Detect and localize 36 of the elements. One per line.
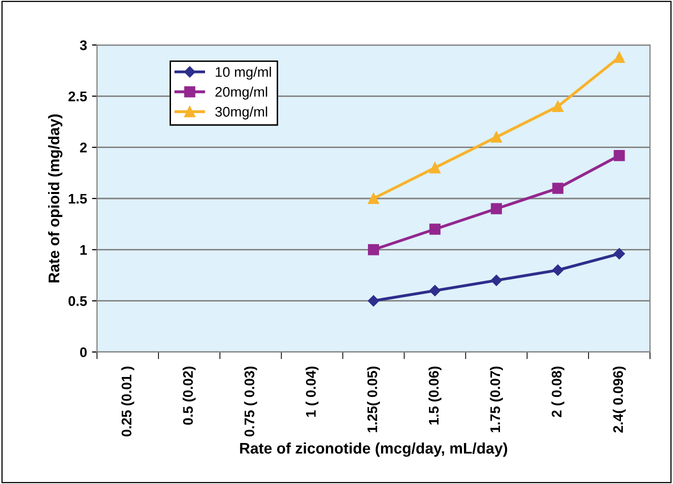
x-tick-label: 0.75 ( 0.03) — [244, 366, 258, 436]
point — [429, 224, 440, 235]
point — [490, 203, 502, 214]
point — [368, 295, 380, 306]
legend-label: 10 mg/ml — [216, 66, 271, 80]
legend-label: 30mg/ml — [215, 106, 268, 120]
x-tick-label: 2.4( 0.096) — [612, 366, 626, 433]
x-tick-label: 2 ( 0.08) — [551, 366, 564, 418]
point — [552, 182, 564, 194]
x-tick-label: 1.75 (0.07) — [490, 366, 503, 432]
x-tick-label: 1.5 (0.06) — [428, 366, 442, 424]
point — [614, 150, 625, 162]
y-tick-label: 1.5 — [68, 194, 87, 204]
point — [490, 274, 502, 286]
point — [429, 284, 441, 296]
point — [552, 264, 564, 276]
y-tick-label: 1 — [80, 245, 87, 255]
point — [368, 192, 380, 204]
x-tick-label: 0.5 (0.02) — [182, 366, 196, 425]
x-tick-label: 1.25( 0.05) — [367, 366, 380, 432]
point — [614, 248, 625, 260]
y-tick-label: 3 — [80, 40, 87, 50]
point — [429, 162, 440, 174]
y-tick-label: 0 — [80, 347, 87, 358]
x-tick-label: 0.25 (0.01 ) — [121, 366, 134, 436]
y-tick-label: 2.5 — [68, 92, 87, 102]
y-tick-label: 0.5 — [68, 296, 87, 306]
x-tick-label: 1 ( 0.04) — [306, 366, 319, 417]
legend-label: 20mg/ml — [215, 86, 268, 100]
point — [368, 244, 380, 256]
point — [490, 132, 502, 143]
y-tick-label: 2 — [80, 142, 87, 152]
point — [552, 100, 564, 112]
y-axis-title: Rate of opioid (mg/day) — [48, 114, 62, 282]
point — [614, 52, 625, 63]
x-axis-title: Rate of ziconotide (mcg/day, mL/day) — [240, 442, 508, 457]
